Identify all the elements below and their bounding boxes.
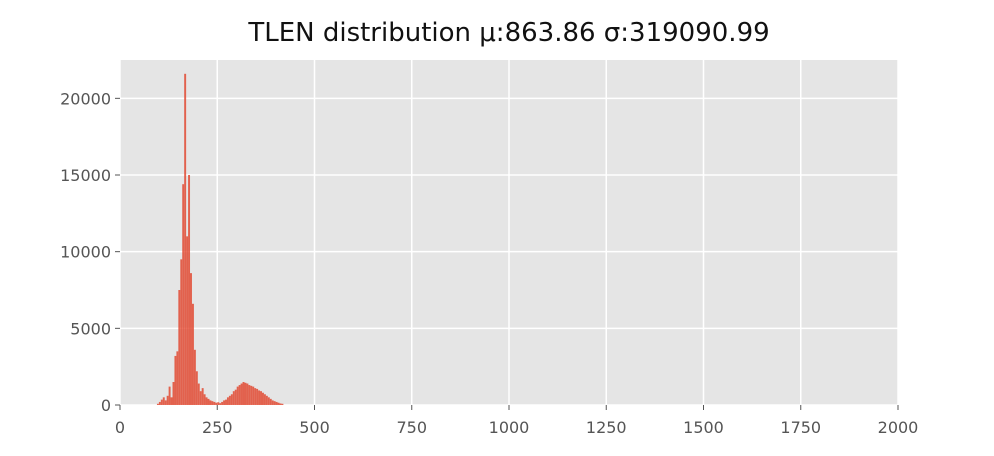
histogram-bar (211, 401, 214, 405)
histogram-bar (201, 388, 204, 405)
histogram-bar (184, 73, 187, 406)
histogram-bar (195, 371, 198, 405)
histogram-bar (250, 385, 253, 405)
x-tick-label: 750 (396, 418, 427, 437)
bars-group (156, 73, 284, 406)
histogram-bar (223, 400, 226, 405)
y-tick-label: 15000 (60, 166, 111, 185)
histogram-bar (217, 402, 220, 405)
histogram-bar (190, 273, 192, 405)
histogram-bar (162, 397, 165, 405)
y-tick-label: 0 (101, 396, 111, 415)
histogram-bar (232, 391, 235, 405)
histogram-bar (261, 392, 264, 405)
histogram-bar (191, 303, 194, 405)
y-tick-label: 5000 (70, 319, 111, 338)
histogram-bar (269, 398, 272, 405)
histogram-bar (188, 175, 191, 405)
x-tick-label: 1500 (683, 418, 724, 437)
histogram-bar (207, 398, 210, 405)
histogram-bar (197, 383, 200, 405)
histogram-bar (172, 382, 175, 405)
histogram-bar (180, 259, 183, 405)
histogram-bar (238, 385, 241, 405)
histogram-bar (265, 395, 268, 405)
y-axis: 0 5000 10000 15000 20000 (60, 89, 120, 415)
x-tick-label: 1250 (586, 418, 627, 437)
histogram-bar (246, 383, 249, 405)
x-tick-label: 0 (115, 418, 125, 437)
y-tick-label: 20000 (60, 89, 111, 108)
histogram-bar (166, 395, 169, 405)
histogram-bar (213, 401, 216, 405)
histogram-bar (252, 386, 255, 405)
histogram-bar (260, 391, 262, 405)
histogram-bar (174, 355, 177, 405)
histogram-bar (203, 394, 206, 405)
x-tick-label: 1000 (489, 418, 530, 437)
histogram-bar (158, 401, 161, 405)
histogram-bar (240, 383, 243, 405)
histogram-bar (160, 399, 163, 405)
histogram-bar (219, 403, 222, 405)
histogram-bar (263, 394, 266, 405)
histogram-bar (228, 395, 231, 405)
x-tick-label: 500 (299, 418, 330, 437)
histogram-bar (186, 236, 189, 405)
histogram-bar (275, 401, 278, 405)
histogram-bar (225, 399, 227, 405)
histogram-bar (226, 397, 229, 405)
histogram-bar (168, 386, 171, 405)
histogram-bar (236, 386, 239, 405)
histogram-bar (199, 391, 202, 405)
histogram-bar (273, 401, 276, 405)
histogram-bar (230, 394, 233, 405)
gridlines (119, 60, 899, 406)
histogram-bar (248, 385, 251, 405)
histogram-bar (267, 397, 270, 405)
histogram-bar (215, 402, 218, 405)
histogram-bar (209, 400, 212, 405)
histogram-bar (205, 397, 208, 405)
histogram-bar (178, 290, 181, 405)
histogram-bar (279, 403, 282, 405)
chart-title: TLEN distribution μ:863.86 σ:319090.99 (248, 18, 770, 48)
histogram-bar (256, 388, 259, 405)
histogram-bar (242, 382, 245, 405)
histogram-bar (176, 351, 179, 405)
histogram-bar (254, 388, 257, 405)
histogram-bar (258, 390, 261, 405)
x-axis: 0 250 500 750 1000 1250 1500 1750 2000 (115, 405, 918, 437)
histogram-bar (277, 402, 280, 405)
histogram-bar (182, 184, 185, 405)
histogram-bar (170, 397, 173, 405)
histogram-bar (244, 382, 247, 405)
histogram-bar (156, 403, 159, 405)
histogram-bar (193, 349, 196, 405)
histogram-bar (221, 401, 224, 405)
histogram-bar (234, 389, 237, 405)
histogram-bar (164, 400, 167, 405)
y-tick-label: 10000 (60, 243, 111, 262)
histogram-bar (271, 400, 274, 405)
x-tick-label: 250 (202, 418, 233, 437)
x-tick-label: 1750 (780, 418, 821, 437)
x-tick-label: 2000 (878, 418, 919, 437)
histogram-bar (281, 403, 284, 405)
